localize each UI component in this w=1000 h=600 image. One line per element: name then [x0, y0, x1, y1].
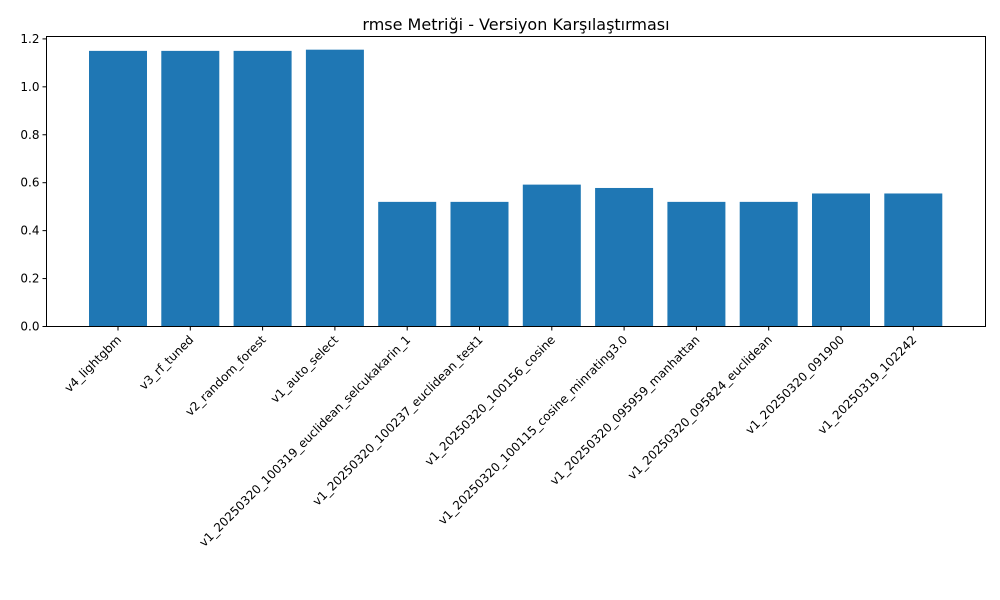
bar-v1_20250320_095959_manhattan	[667, 201, 726, 327]
bar-v1_20250319_102242	[884, 193, 943, 327]
bar-v3_rf_tuned	[161, 50, 220, 327]
x-tick-label: v1_auto_select	[268, 333, 341, 406]
y-tick-label: 0.4	[20, 224, 39, 238]
y-tick-label: 0.0	[20, 320, 39, 334]
bar-v1_20250320_100237_euclidean_test1	[450, 201, 509, 327]
bar-v1_20250320_100156_cosine	[522, 184, 581, 327]
bar-v2_random_forest	[233, 50, 292, 327]
bar-v1_20250320_100115_cosine_minrating3.0	[595, 187, 654, 327]
bar-v1_20250320_100319_euclidean_selcukakarin_1	[378, 201, 437, 327]
y-tick-label: 1.2	[20, 32, 39, 46]
y-axis: 0.0 0.2 0.4 0.6 0.8 1.0 1.2	[20, 32, 47, 334]
bar-v4_lightgbm	[89, 50, 147, 327]
x-tick-label: v1_20250320_095959_manhattan	[547, 333, 702, 488]
y-tick-label: 1.0	[20, 80, 39, 94]
bar-v1_20250320_095824_euclidean	[739, 201, 798, 327]
bar-v1_auto_select	[305, 49, 364, 327]
x-tick-label: v3_rf_tuned	[136, 333, 196, 393]
chart-title: rmse Metriği - Versiyon Karşılaştırması	[362, 15, 669, 34]
x-tick-label: v1_20250320_095824_euclidean	[625, 333, 775, 483]
y-tick-label: 0.8	[20, 128, 39, 142]
y-tick-label: 0.2	[20, 272, 39, 286]
x-tick-label: v1_20250320_100156_cosine	[422, 333, 558, 469]
bars-group	[89, 49, 943, 327]
x-tick-label: v2_random_forest	[183, 333, 269, 419]
bar-v1_20250320_091900	[812, 193, 870, 327]
x-tick-label: v4_lightgbm	[62, 333, 124, 395]
y-tick-label: 0.6	[20, 176, 39, 190]
plot-frame	[46, 36, 986, 327]
